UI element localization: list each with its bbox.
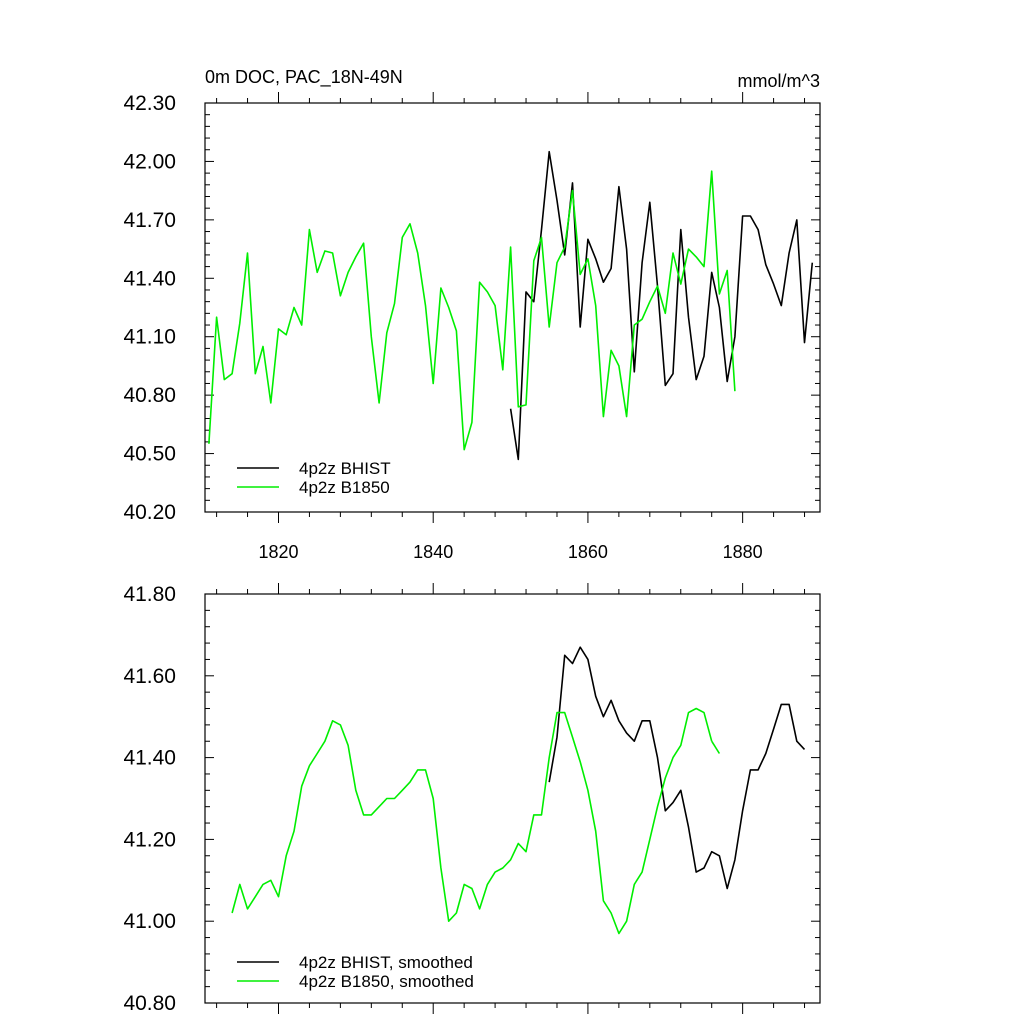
y-tick-label: 41.80 [123, 583, 176, 606]
y-tick-label: 41.10 [123, 326, 176, 349]
y-tick-label: 42.30 [123, 92, 176, 115]
legend-label: 4p2z BHIST, smoothed [299, 953, 473, 972]
bottom-panel-smoothed: 40.80 41.00 41.20 41.40 41.60 41.80 4p2z BHIST… [123, 583, 821, 1015]
top-panel-dissolved-organic-carbon: 0m DOC, PAC_18N-49N mmol/m^3 40.20 40.50 4… [123, 67, 821, 562]
legend-label: 4p2z BHIST [299, 459, 391, 478]
y-tick-label: 40.80 [123, 384, 176, 407]
series-line-b1850 [711, 740, 721, 754]
plot-frame [204, 102, 821, 513]
series-line-bhist [548, 646, 806, 890]
y-tick-label: 40.20 [123, 501, 176, 524]
legend-label: 4p2z B1850, smoothed [299, 972, 474, 991]
x-tick-label: 1880 [723, 542, 763, 562]
y-tick-label: 41.70 [123, 209, 176, 232]
y-tick-label: 40.80 [123, 992, 176, 1015]
x-tick-label: 1840 [413, 542, 453, 562]
units-label: mmol/m^3 [738, 71, 820, 91]
y-tick-label: 41.60 [123, 665, 176, 688]
y-tick-label: 41.40 [123, 267, 176, 290]
y-tick-label: 42.00 [123, 150, 176, 173]
y-tick-label: 40.50 [123, 443, 176, 466]
series-line-b1850 [231, 707, 713, 935]
x-tick-label: 1820 [258, 542, 298, 562]
series-line-bhist [509, 150, 814, 461]
x-tick-label: 1860 [568, 542, 608, 562]
legend-label: 4p2z B1850 [299, 478, 390, 497]
y-tick-label: 41.20 [123, 828, 176, 851]
y-tick-label: 41.40 [123, 747, 176, 770]
chart-title: 0m DOC, PAC_18N-49N [205, 67, 403, 88]
plot-frame [204, 593, 821, 1004]
y-tick-label: 41.00 [123, 910, 176, 933]
series-line-b1850 [208, 170, 736, 451]
